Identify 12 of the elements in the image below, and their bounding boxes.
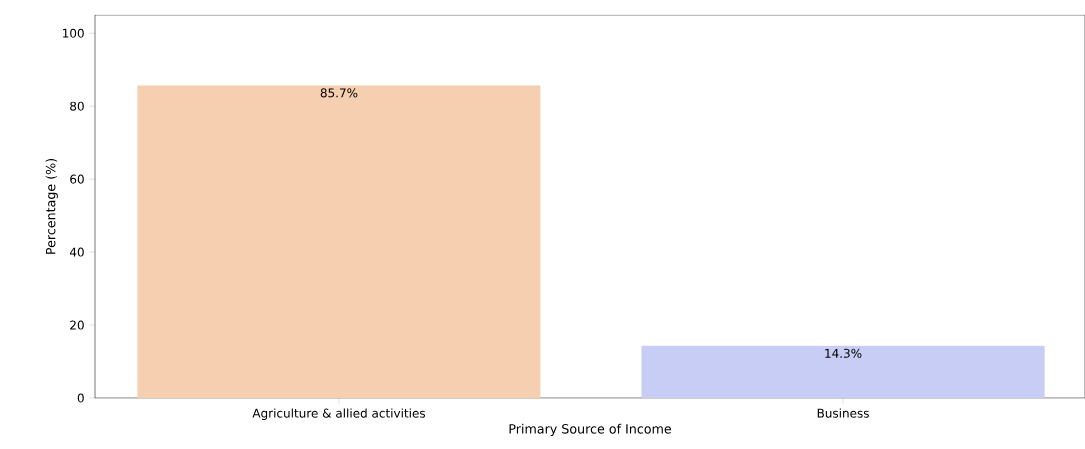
y-tick-label: 100 (63, 28, 84, 38)
y-tick-label: 40 (69, 247, 84, 257)
y-tick-label: 60 (70, 174, 84, 184)
x-tick-label: Business (817, 408, 869, 418)
x-tick-label: Agriculture & allied activities (252, 408, 426, 420)
data-label: 85.7% (320, 88, 358, 98)
x-axis-title: Primary Source of Income (509, 423, 672, 437)
y-tick-label: 20 (70, 320, 84, 330)
data-label: 14.3% (825, 348, 862, 358)
y-tick-label: 80 (70, 101, 84, 111)
y-tick-label: 0 (77, 393, 84, 403)
y-axis-title: Percentage (%) (45, 158, 58, 254)
